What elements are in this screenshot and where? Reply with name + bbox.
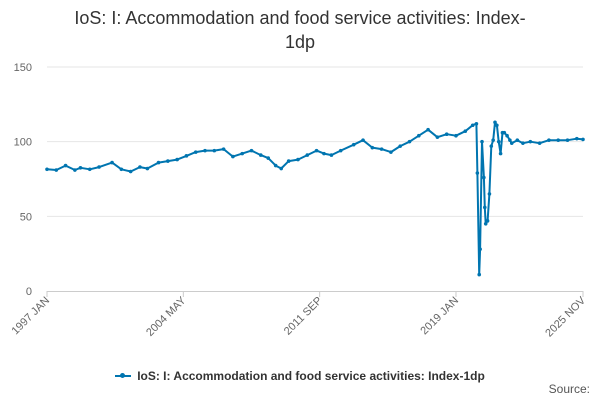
data-point[interactable] [482, 205, 487, 210]
data-point[interactable] [487, 192, 492, 196]
data-point[interactable] [515, 138, 520, 142]
data-point[interactable] [495, 123, 499, 128]
legend-label: IoS: I: Accommodation and food service a… [137, 369, 485, 383]
data-point[interactable] [322, 151, 326, 156]
data-point[interactable] [407, 139, 412, 144]
data-point[interactable] [249, 148, 254, 153]
x-tick-label: 2025 NOV [543, 294, 588, 339]
chart-title: IoS: I: Accommodation and food service a… [0, 6, 600, 54]
data-point[interactable] [444, 132, 449, 136]
data-point[interactable] [496, 139, 501, 144]
data-point[interactable] [338, 148, 343, 153]
data-point[interactable] [498, 151, 503, 156]
data-point[interactable] [279, 166, 284, 171]
y-tick-label: 0 [26, 286, 32, 298]
data-point[interactable] [485, 219, 490, 223]
data-point[interactable] [193, 150, 198, 154]
data-point[interactable] [119, 167, 124, 172]
data-point[interactable] [166, 159, 170, 163]
data-point[interactable] [483, 222, 488, 226]
data-point[interactable] [389, 150, 393, 154]
data-point[interactable] [138, 165, 142, 169]
data-point[interactable] [273, 163, 278, 168]
data-point[interactable] [480, 139, 484, 144]
data-point[interactable] [478, 247, 482, 251]
data-point[interactable] [258, 153, 263, 157]
series-line[interactable] [46, 121, 584, 276]
data-point[interactable] [463, 129, 468, 134]
chart-plot: 0 50 100 150 1997 JAN 2004 MAY 2011 SEP 2019 J… [9, 62, 589, 339]
data-point[interactable] [329, 153, 334, 157]
data-point[interactable] [286, 159, 291, 163]
data-point[interactable] [87, 167, 92, 172]
x-tick-label: 2004 MAY [144, 294, 189, 339]
data-point[interactable] [305, 153, 310, 157]
data-point[interactable] [370, 145, 375, 150]
y-axis-tick-labels: 0 50 100 150 [14, 62, 32, 298]
data-point[interactable] [361, 138, 365, 142]
data-point[interactable] [351, 142, 356, 147]
data-point[interactable] [240, 151, 244, 156]
data-point[interactable] [581, 137, 585, 142]
data-point[interactable] [505, 133, 509, 138]
data-point[interactable] [477, 272, 482, 277]
legend[interactable]: IoS: I: Accommodation and food service a… [0, 366, 600, 383]
data-point[interactable] [212, 148, 217, 153]
data-point[interactable] [110, 160, 114, 165]
y-tick-label: 100 [14, 137, 32, 149]
data-point[interactable] [314, 148, 319, 153]
data-point[interactable] [73, 168, 77, 172]
x-tick-label: 1997 JAN [9, 295, 52, 338]
data-point[interactable] [296, 157, 300, 162]
data-point[interactable] [491, 138, 495, 142]
source-label: Source: [548, 382, 590, 396]
data-point[interactable] [454, 133, 458, 138]
x-tick-label: 2019 JAN [418, 295, 461, 338]
data-point[interactable] [97, 165, 101, 169]
data-point[interactable] [565, 138, 570, 142]
chart-title-line-1: IoS: I: Accommodation and food service a… [74, 8, 526, 28]
data-point[interactable] [203, 148, 207, 153]
data-point[interactable] [78, 166, 83, 170]
data-point[interactable] [502, 130, 507, 135]
data-point[interactable] [575, 136, 579, 141]
series-group [45, 120, 585, 277]
data-point[interactable] [547, 138, 551, 142]
data-point[interactable] [54, 168, 59, 172]
data-point[interactable] [156, 160, 161, 165]
data-point[interactable] [493, 120, 497, 125]
data-point[interactable] [426, 127, 430, 132]
data-point[interactable] [416, 133, 421, 138]
y-tick-label: 50 [20, 211, 32, 223]
data-point[interactable] [474, 121, 479, 126]
data-point[interactable] [537, 141, 542, 145]
legend-swatch [115, 373, 132, 378]
data-point[interactable] [508, 138, 512, 142]
data-point[interactable] [489, 144, 494, 148]
data-point[interactable] [184, 154, 189, 158]
y-tick-label: 150 [14, 62, 32, 74]
data-point[interactable] [470, 123, 475, 128]
data-point[interactable] [482, 175, 486, 180]
data-point[interactable] [128, 169, 133, 174]
data-point[interactable] [528, 139, 533, 144]
data-point[interactable] [398, 144, 403, 148]
data-point[interactable] [221, 147, 226, 151]
data-point[interactable] [556, 138, 561, 142]
chart-title-line-2: 1dp [284, 32, 316, 52]
data-point[interactable] [435, 135, 440, 139]
x-axis-ticks: 1997 JAN 2004 MAY 2011 SEP 2019 JAN 2025 NOV [9, 291, 589, 339]
data-point[interactable] [145, 166, 150, 171]
x-tick-label: 2011 SEP [282, 295, 325, 338]
data-point[interactable] [63, 163, 68, 168]
data-point[interactable] [175, 157, 179, 162]
data-point[interactable] [231, 154, 235, 159]
data-point[interactable] [521, 141, 525, 145]
data-point[interactable] [379, 147, 384, 151]
data-point[interactable] [45, 167, 49, 172]
data-point[interactable] [266, 156, 271, 160]
data-point[interactable] [475, 171, 480, 175]
data-point[interactable] [509, 141, 514, 145]
